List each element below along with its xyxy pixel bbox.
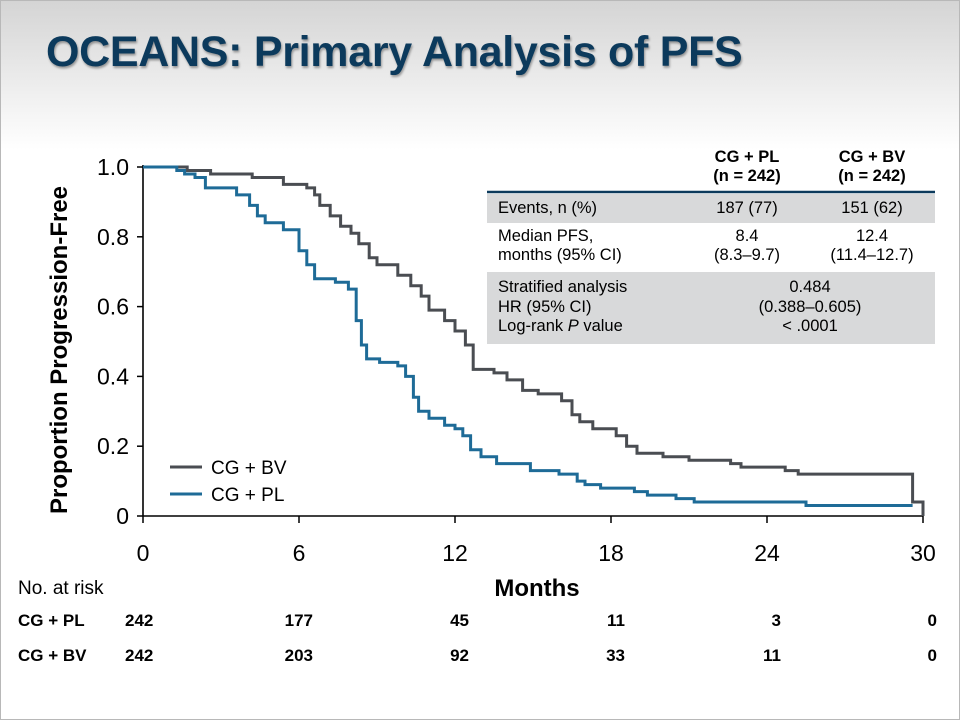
- legend-bv-label: CG + BV: [211, 458, 287, 479]
- hr-ci: (0.388–0.605): [758, 297, 862, 316]
- table-stratified-shade: [487, 272, 935, 344]
- risk-value: 11: [607, 611, 625, 630]
- stratified-values: 0.484 (0.388–0.605) < .0001: [720, 278, 900, 337]
- risk-value: 92: [450, 646, 469, 665]
- risk-value: 45: [450, 611, 469, 630]
- median-label: Median PFS, months (95% CI): [498, 227, 622, 265]
- median-pl: 8.4 (8.3–9.7): [692, 227, 802, 265]
- median-bv-ci: (11.4–12.7): [830, 246, 914, 264]
- x-tick-label-5: 30: [910, 540, 936, 566]
- events-pl: 187 (77): [716, 199, 778, 217]
- col-pl-n: (n = 242): [713, 167, 781, 185]
- median-pl-ci: (8.3–9.7): [713, 246, 781, 264]
- hr-value: 0.484: [789, 278, 831, 296]
- events-label: Events, n (%): [498, 199, 598, 217]
- logrank-label-text: Log-rank: [498, 317, 568, 335]
- km-curve-cg-bv: [143, 165, 925, 516]
- y-tick-label-5: 1.0: [97, 154, 129, 180]
- y-tick-label-1: 0.2: [97, 433, 129, 459]
- x-tick-label-3: 18: [598, 540, 624, 566]
- x-tick-label-0: 0: [137, 540, 150, 566]
- risk-value: 203: [284, 646, 313, 665]
- series-group: [143, 165, 925, 516]
- col-pl-label: CG + PL: [714, 148, 780, 166]
- median-pl-value: 8.4: [735, 227, 759, 245]
- y-axis-label: Proportion Progression-Free: [46, 186, 73, 514]
- risk-value: 0: [927, 611, 937, 630]
- x-tick-label-2: 12: [442, 540, 468, 566]
- stratified-labels: Stratified analysis HR (95% CI) Log-rank…: [498, 278, 627, 337]
- x-axis-label: Months: [494, 575, 579, 602]
- risk-value: 33: [606, 646, 625, 665]
- risk-table-header: No. at risk: [18, 578, 104, 599]
- median-label-line1: Median PFS,: [498, 227, 594, 245]
- table-col-bv-header: CG + BV (n = 242): [817, 148, 927, 186]
- events-bv: 151 (62): [841, 199, 903, 217]
- median-label-line2: months (95% CI): [498, 246, 622, 264]
- table-col-pl-header: CG + PL (n = 242): [692, 148, 802, 186]
- median-bv-value: 12.4: [855, 227, 889, 245]
- logrank-label: Log-rank P value: [498, 317, 627, 337]
- logrank-label-tail: value: [578, 317, 623, 335]
- risk-value: 3: [771, 611, 781, 630]
- y-tick-label-2: 0.4: [97, 363, 129, 389]
- x-tick-label-4: 24: [754, 540, 780, 566]
- median-bv: 12.4 (11.4–12.7): [817, 227, 927, 265]
- risk-row-label-1: CG + BV: [18, 646, 87, 665]
- table-events-shade: [487, 194, 935, 223]
- axes: 0 0.2 0.4 0.6 0.8 1.0 0 6 12 18 24 30 Months Proporti…: [46, 154, 936, 602]
- stratified-label: Stratified analysis: [498, 278, 628, 296]
- risk-value: 177: [284, 611, 313, 630]
- logrank-p-letter: P: [567, 317, 579, 335]
- y-tick-label-0: 0: [116, 503, 129, 529]
- km-curve-cg-pl: [143, 165, 913, 507]
- legend-pl-label: CG + PL: [211, 485, 284, 506]
- risk-value: 0: [927, 646, 937, 665]
- y-tick-label-4: 0.8: [97, 224, 129, 250]
- slide-title: OCEANS: Primary Analysis of PFS: [46, 28, 743, 76]
- x-tick-label-1: 6: [293, 540, 306, 566]
- risk-value: 242: [125, 646, 154, 665]
- risk-value: 242: [125, 611, 154, 630]
- y-tick-label-3: 0.6: [97, 294, 129, 320]
- col-bv-label: CG + BV: [838, 148, 906, 166]
- p-value: < .0001: [782, 317, 838, 335]
- risk-row-label-0: CG + PL: [18, 611, 85, 630]
- hr-label: HR (95% CI): [498, 297, 592, 316]
- col-bv-n: (n = 242): [838, 167, 906, 185]
- risk-value: 11: [763, 646, 781, 665]
